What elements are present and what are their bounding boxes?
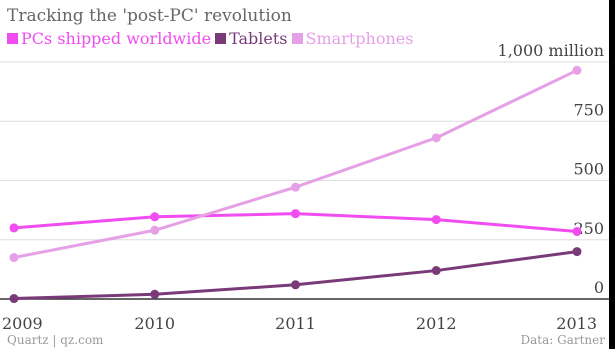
data-point-tablets xyxy=(291,280,300,290)
y-tick-label: 1,000 million xyxy=(498,41,604,60)
data-point-pcs xyxy=(9,223,19,233)
legend-item-smartphones: Smartphones xyxy=(291,29,414,48)
data-point-tablets xyxy=(431,266,441,276)
data-point-pcs xyxy=(572,226,582,236)
legend-item-pcs: PCs shipped worldwide xyxy=(7,29,211,48)
data-point-pcs xyxy=(150,212,160,222)
x-tick-label: 2012 xyxy=(416,314,457,333)
legend-label-tablets: Tablets xyxy=(229,29,288,48)
x-tick-labels: 2009 2010 2011 2012 2013 xyxy=(2,314,597,333)
source-credit: Quartz | qz.com xyxy=(7,333,104,347)
legend-swatch-tablets xyxy=(215,33,227,44)
legend-label-smartphones: Smartphones xyxy=(305,29,414,48)
x-tick-label: 2011 xyxy=(275,314,316,333)
chart-legend: PCs shipped worldwide Tablets Smartphone… xyxy=(7,29,413,48)
series-line-tablets xyxy=(13,250,578,301)
data-point-smartphones xyxy=(291,182,300,192)
data-point-tablets xyxy=(572,247,582,257)
data-point-tablets xyxy=(9,294,19,304)
y-tick-label: 500 xyxy=(573,160,604,179)
legend-swatch-pcs xyxy=(7,33,18,44)
data-point-smartphones xyxy=(150,225,160,235)
legend-item-tablets: Tablets xyxy=(215,29,288,48)
data-point-smartphones xyxy=(431,133,441,143)
x-tick-label: 2009 xyxy=(2,314,43,333)
y-tick-label: 750 xyxy=(573,100,604,119)
data-point-tablets xyxy=(150,289,160,299)
x-tick-label: 2010 xyxy=(134,314,175,333)
legend-swatch-smartphones xyxy=(291,33,303,44)
x-tick-label: 2013 xyxy=(556,314,597,333)
series-lines xyxy=(9,65,582,304)
series-line-smartphones xyxy=(13,68,578,259)
legend-label-pcs: PCs shipped worldwide xyxy=(21,29,212,48)
data-source: Data: Gartner xyxy=(520,333,605,347)
y-tick-label: 0 xyxy=(594,278,604,297)
data-point-smartphones xyxy=(572,65,582,75)
chart-title: Tracking the 'post-PC' revolution xyxy=(7,6,292,26)
data-point-smartphones xyxy=(9,253,19,263)
data-point-pcs xyxy=(291,209,300,219)
data-point-pcs xyxy=(431,215,441,225)
